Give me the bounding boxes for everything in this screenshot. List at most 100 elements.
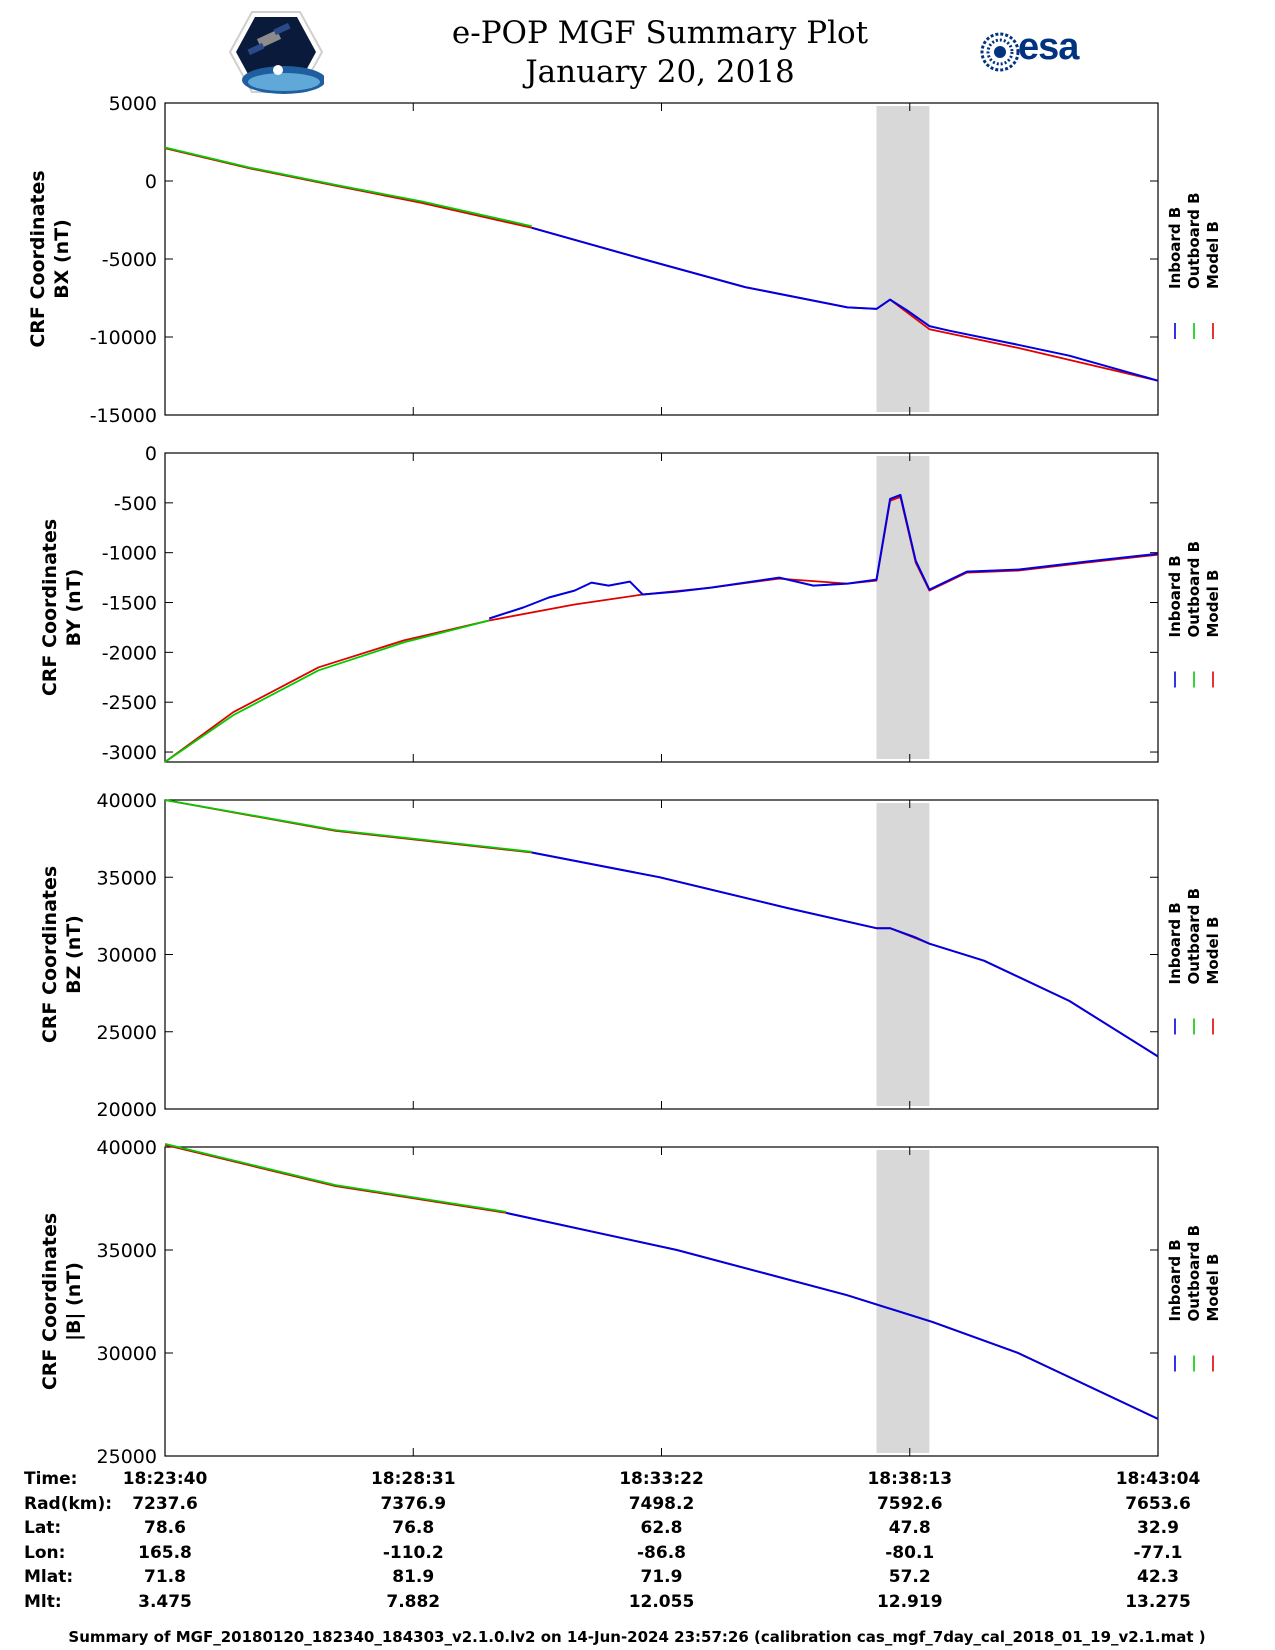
legend-label: Outboard B (1185, 541, 1203, 638)
legend-label: Inboard B (1166, 902, 1184, 984)
y-tick-label: -1000 (102, 543, 157, 565)
ephemeris-value: 18:23:40 (123, 1469, 208, 1489)
y-axis-label: CRF Coordinates BX (nT) (27, 170, 73, 347)
panel-frame-1 (164, 102, 1159, 416)
panel-frame-2 (164, 452, 1159, 763)
y-axis-label: CRF Coordinates BY (nT) (39, 519, 85, 696)
shaded-interval-4 (876, 1150, 930, 1453)
ephemeris-value: 7653.6 (1125, 1494, 1191, 1514)
y-tick-label: 0 (145, 443, 157, 465)
ephemeris-row-label: Lon: (24, 1543, 65, 1563)
y-tick-label: -5000 (102, 249, 157, 271)
ephemeris-value: 18:43:04 (1116, 1469, 1201, 1489)
esa-logo: esa (978, 26, 1088, 74)
ephemeris-value: 57.2 (889, 1567, 931, 1587)
y-axis-label-line: CRF Coordinates (39, 519, 61, 696)
legend-label: Model B (1204, 917, 1222, 985)
ephemeris-value: 71.8 (144, 1567, 186, 1587)
ephemeris-value: 7376.9 (380, 1494, 446, 1514)
legend-label: Model B (1204, 1254, 1222, 1322)
esa-swirl-icon (980, 32, 1020, 72)
footer-caption: Summary of MGF_20180120_182340_184303_v2… (68, 1628, 1205, 1646)
ephemeris-value: -86.8 (637, 1543, 686, 1563)
ephemeris-value: -110.2 (383, 1543, 444, 1563)
y-tick-label: -2000 (102, 642, 157, 664)
panel-frame-3 (164, 799, 1159, 1110)
y-tick-label: 25000 (97, 1446, 157, 1468)
y-tick-label: 0 (145, 171, 157, 193)
y-axis-label-line: BX (nT) (51, 219, 73, 299)
y-axis-label-line: CRF Coordinates (39, 1213, 61, 1390)
legend-label: Model B (1204, 570, 1222, 638)
ephemeris-value: 3.475 (138, 1592, 192, 1612)
ephemeris-value: 76.8 (392, 1518, 434, 1538)
legend-label: Outboard B (1185, 888, 1203, 985)
legend-label: Inboard B (1166, 1239, 1184, 1321)
y-tick-label: -2500 (102, 692, 157, 714)
series-outboard-b (164, 146, 532, 228)
series-inboard-b (531, 851, 1159, 1058)
plot-title: e-POP MGF Summary Plot (451, 15, 869, 51)
plot-date: January 20, 2018 (525, 54, 795, 90)
ephemeris-row-label: Mlat: (24, 1567, 73, 1587)
ephemeris-value: -80.1 (885, 1543, 934, 1563)
legend-label: Inboard B (1166, 207, 1184, 289)
y-axis-label-line: BZ (nT) (63, 915, 85, 994)
ephemeris-value: 18:38:13 (867, 1469, 952, 1489)
ephemeris-value: 12.919 (877, 1592, 943, 1612)
y-tick-label: 30000 (97, 945, 157, 967)
ephemeris-value: 7592.6 (877, 1494, 943, 1514)
y-tick-label: -15000 (90, 405, 157, 427)
series-outboard-b (164, 619, 490, 763)
y-tick-label: -1500 (102, 593, 157, 615)
series-inboard-b (488, 493, 1159, 620)
y-tick-label: 20000 (97, 1099, 157, 1121)
y-axis-label: CRF Coordinates BZ (nT) (39, 866, 85, 1043)
ephemeris-value: 47.8 (889, 1518, 931, 1538)
ephemeris-value: -77.1 (1134, 1543, 1183, 1563)
y-tick-label: 5000 (109, 93, 157, 115)
y-tick-label: -10000 (90, 327, 157, 349)
legend-label: Outboard B (1185, 192, 1203, 289)
ephemeris-value: 7237.6 (132, 1494, 198, 1514)
series-outboard-b (164, 799, 532, 853)
ephemeris-value: 7498.2 (629, 1494, 695, 1514)
ephemeris-value: 71.9 (641, 1567, 683, 1587)
panel-frame-4 (164, 1146, 1159, 1457)
ephemeris-value: 12.055 (629, 1592, 695, 1612)
y-tick-label: 25000 (97, 1022, 157, 1044)
shaded-interval-3 (876, 803, 930, 1106)
ephemeris-value: 62.8 (641, 1518, 683, 1538)
y-tick-label: -3000 (102, 742, 157, 764)
ephemeris-value: 18:33:22 (619, 1469, 704, 1489)
y-tick-label: 35000 (97, 1240, 157, 1262)
cassiope-mission-logo (228, 11, 324, 94)
ephemeris-row-label: Lat: (24, 1518, 61, 1538)
series-outboard-b (164, 1143, 507, 1213)
y-tick-label: 35000 (97, 867, 157, 889)
y-tick-label: 40000 (97, 790, 157, 812)
ephemeris-value: 42.3 (1137, 1567, 1179, 1587)
shaded-interval-1 (876, 106, 930, 412)
ephemeris-value: 32.9 (1137, 1518, 1179, 1538)
y-tick-label: -500 (114, 493, 157, 515)
legend-label: Outboard B (1185, 1225, 1203, 1322)
esa-logo-text: esa (1018, 26, 1079, 68)
ephemeris-value: 165.8 (138, 1543, 192, 1563)
ephemeris-value: 7.882 (386, 1592, 440, 1612)
ephemeris-value: 81.9 (392, 1567, 434, 1587)
y-axis-label-line: |B| (nT) (63, 1262, 85, 1341)
y-axis-label-line: BY (nT) (63, 569, 85, 647)
series-inboard-b (505, 1211, 1159, 1420)
ephemeris-row-label: Time: (24, 1469, 77, 1489)
legend-label: Model B (1204, 221, 1222, 289)
ephemeris-row-label: Mlt: (24, 1592, 62, 1612)
y-axis-label-line: CRF Coordinates (27, 170, 49, 347)
legend-label: Inboard B (1166, 555, 1184, 637)
ephemeris-value: 78.6 (144, 1518, 186, 1538)
ephemeris-value: 18:28:31 (371, 1469, 456, 1489)
y-axis-label-line: CRF Coordinates (39, 866, 61, 1043)
y-tick-label: 40000 (97, 1137, 157, 1159)
y-axis-label: CRF Coordinates |B| (nT) (39, 1213, 85, 1390)
